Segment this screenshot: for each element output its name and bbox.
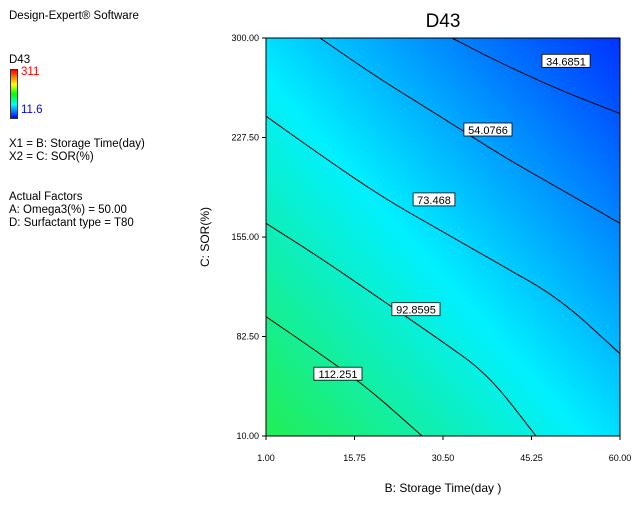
contour-label-box: [391, 302, 441, 317]
contour-label-box: [313, 366, 363, 381]
contour-label-3: 73.468: [417, 195, 451, 207]
chart-title: D43: [426, 11, 461, 32]
y-axis-label: C: SOR(%): [198, 207, 212, 267]
color-scale-bar: [10, 69, 18, 119]
x-tick-label: 15.75: [343, 453, 366, 463]
contour-label-4: 54.0766: [468, 125, 508, 137]
color-scale-max: 311: [21, 66, 40, 78]
factor-x2: X2 = C: SOR(%): [9, 151, 94, 163]
software-name: Design-Expert® Software: [9, 10, 139, 22]
contour-label-2: 92.8595: [396, 305, 436, 317]
contour-label-box: [463, 122, 513, 137]
contour-line-3: [266, 115, 620, 355]
actual-factors-heading: Actual Factors: [9, 191, 83, 203]
x-tick-label: 1.00: [257, 453, 275, 463]
x-tick-label: 45.25: [520, 453, 543, 463]
y-tick-label: 155.00: [231, 232, 259, 242]
contour-label-box: [412, 192, 456, 207]
contour-line-2: [266, 222, 537, 436]
y-tick-label: 227.50: [231, 133, 259, 143]
contour-line-5: [451, 38, 620, 114]
contour-label-1: 112.251: [319, 369, 358, 381]
actual-factor-d: D: Surfactant type = T80: [9, 217, 134, 229]
x-tick-label: 60.00: [609, 453, 632, 463]
y-tick-label: 82.50: [236, 332, 259, 342]
contour-label-box: [541, 53, 591, 68]
y-tick-label: 300.00: [231, 33, 259, 43]
color-scale-min: 11.6: [21, 104, 43, 116]
contour-label-5: 34.6851: [546, 56, 586, 68]
factor-x1: X1 = B: Storage Time(day): [9, 138, 145, 150]
x-axis-label: B: Storage Time(day ): [385, 481, 502, 495]
response-name: D43: [9, 54, 31, 66]
actual-factor-a: A: Omega3(%) = 50.00: [9, 204, 127, 216]
y-tick-label: 10.00: [236, 431, 259, 441]
x-tick-label: 30.50: [432, 453, 455, 463]
